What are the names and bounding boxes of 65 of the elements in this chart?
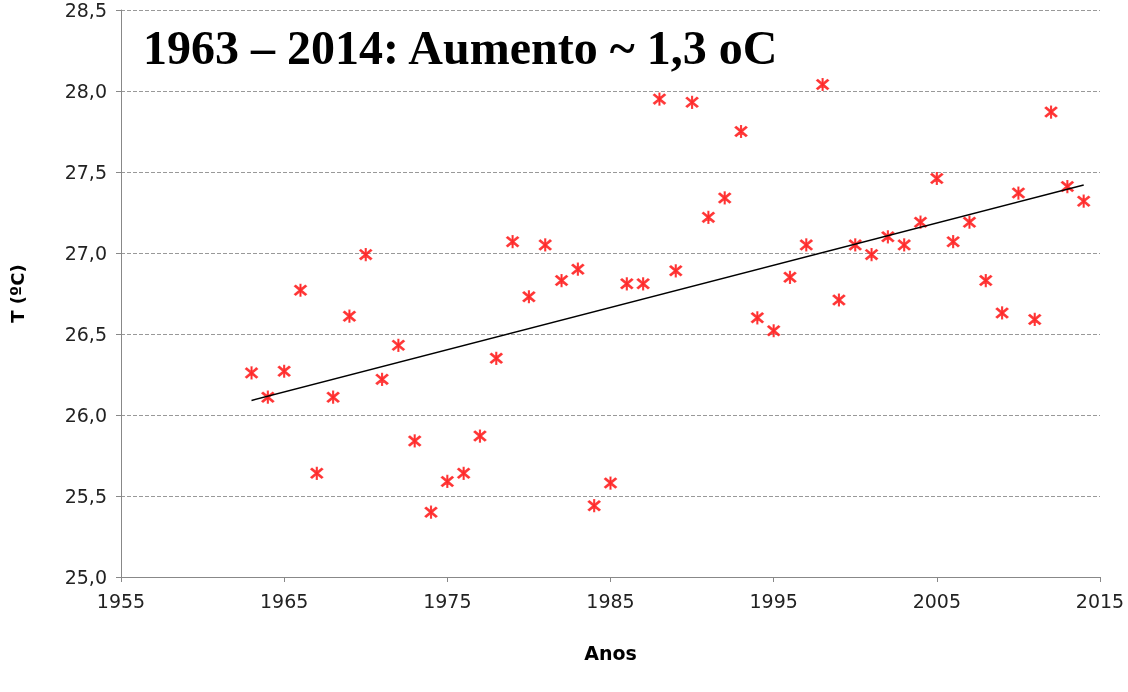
- y-tick-label: 27,5: [64, 161, 107, 183]
- chart-title: 1963 – 2014: Aumento ~ 1,3 oC: [143, 20, 778, 74]
- point: [293, 283, 308, 297]
- x-tick-label: 1965: [259, 589, 309, 612]
- point: [799, 238, 813, 252]
- point: [734, 124, 748, 139]
- point: [897, 238, 911, 252]
- y-tick-label: 25,0: [64, 566, 107, 588]
- point: [310, 466, 324, 480]
- point: [962, 215, 977, 229]
- point: [767, 324, 781, 338]
- point: [457, 466, 471, 480]
- point: [832, 293, 846, 307]
- x-tick-label: 1995: [749, 589, 798, 612]
- point: [979, 273, 993, 288]
- point: [522, 290, 536, 304]
- point: [1011, 186, 1026, 200]
- point: [326, 390, 340, 404]
- y-tick-label: 26,0: [64, 404, 107, 426]
- point: [1077, 194, 1091, 208]
- point: [359, 248, 373, 262]
- point: [750, 311, 764, 325]
- x-axis-title: Anos: [584, 641, 637, 664]
- y-tick-label: 25,5: [64, 485, 107, 507]
- point: [783, 270, 797, 284]
- y-tick-label: 27,0: [64, 242, 107, 264]
- x-tick-label: 1975: [423, 589, 472, 612]
- point: [669, 264, 683, 278]
- point: [424, 505, 438, 519]
- point: [685, 95, 699, 109]
- point: [538, 238, 552, 252]
- point: [587, 499, 601, 513]
- point: [995, 306, 1009, 320]
- x-tick-label: 1985: [586, 589, 635, 612]
- point: [408, 434, 422, 448]
- point: [816, 77, 830, 92]
- point: [701, 210, 715, 224]
- point: [571, 262, 585, 276]
- point: [277, 364, 291, 378]
- x-tick-label: 2015: [1075, 589, 1125, 612]
- y-axis-title: T (ºC): [6, 264, 28, 323]
- x-tick-label: 2005: [912, 589, 962, 612]
- point: [554, 273, 569, 288]
- point: [1044, 105, 1058, 119]
- point: [946, 235, 960, 249]
- point: [244, 366, 259, 380]
- point: [489, 351, 503, 365]
- point: [506, 235, 520, 249]
- point: [636, 277, 650, 291]
- x-tick-label: 1955: [96, 589, 146, 612]
- point: [652, 92, 667, 106]
- point: [375, 372, 389, 386]
- y-tick-label: 28,5: [64, 0, 107, 21]
- point: [620, 277, 634, 291]
- point: [1028, 312, 1042, 327]
- point: [603, 476, 618, 490]
- y-tick-label: 26,5: [64, 323, 107, 345]
- point: [718, 191, 732, 205]
- point: [342, 309, 357, 323]
- point: [864, 248, 879, 262]
- point: [473, 429, 487, 443]
- y-tick-label: 28,0: [64, 80, 107, 102]
- point: [930, 171, 944, 186]
- point: [391, 338, 405, 352]
- point: [440, 474, 454, 489]
